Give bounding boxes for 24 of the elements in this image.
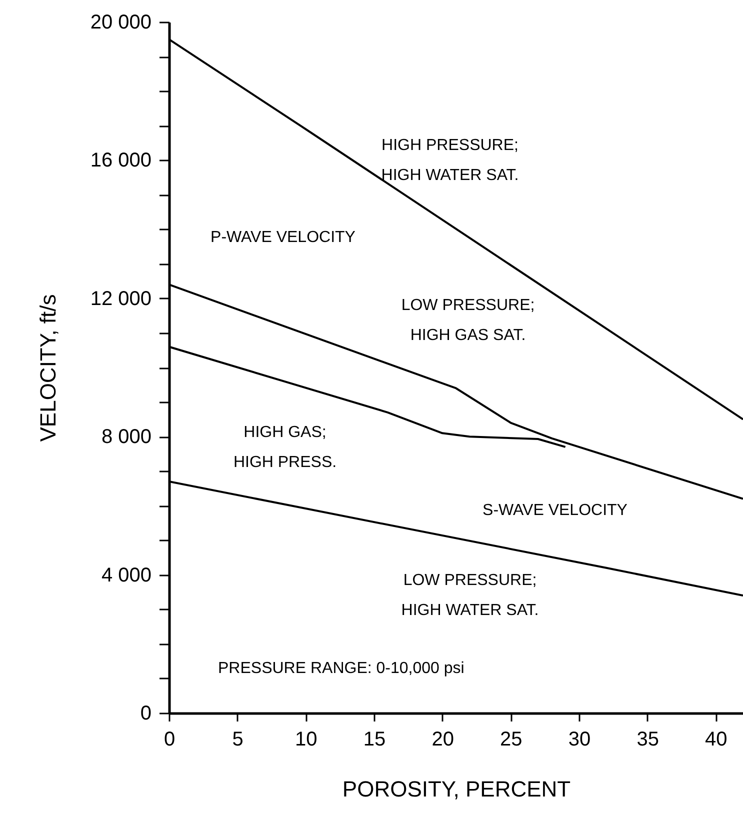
y-tick-label: 4 000 — [101, 564, 152, 586]
annotation: HIGH GAS; HIGH PRESS. — [233, 424, 337, 471]
x-tick-label: 20 — [432, 728, 454, 750]
x-tick-label: 30 — [568, 728, 591, 750]
annotation: LOW PRESSURE; HIGH GAS SAT. — [401, 297, 535, 344]
annotation: S-WAVE VELOCITY — [482, 502, 628, 519]
x-tick-label: 5 — [232, 728, 244, 750]
y-axis-title: VELOCITY, ft/s — [35, 294, 60, 442]
annotation: PRESSURE RANGE: 0-10,000 psi — [218, 660, 464, 677]
y-tick-label: 0 — [140, 702, 152, 724]
x-tick-label: 10 — [295, 728, 318, 750]
annotation: LOW PRESSURE; HIGH WATER SAT. — [401, 572, 539, 619]
y-tick-label: 8 000 — [101, 426, 152, 448]
x-tick-label: 40 — [705, 728, 728, 750]
annotation: HIGH PRESSURE; HIGH WATER SAT. — [381, 137, 519, 184]
x-tick-label: 25 — [500, 728, 522, 750]
x-tick-label: 35 — [636, 728, 659, 750]
y-tick-label: 12 000 — [90, 288, 152, 310]
x-tick-label: 0 — [164, 728, 176, 750]
y-tick-label: 16 000 — [90, 150, 152, 172]
x-axis-title: POROSITY, PERCENT — [342, 776, 571, 802]
y-tick-label: 20 000 — [90, 12, 152, 34]
annotation: P-WAVE VELOCITY — [210, 229, 356, 246]
x-tick-label: 15 — [363, 728, 386, 750]
